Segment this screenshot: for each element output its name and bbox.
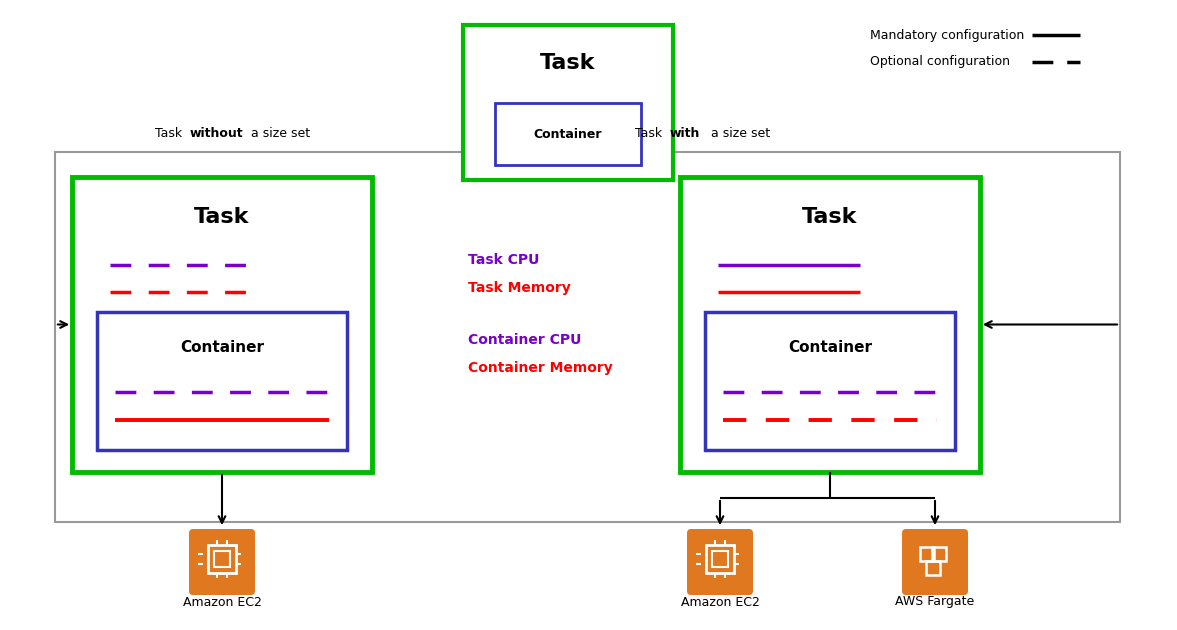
Text: a size set: a size set — [707, 127, 770, 140]
Bar — [926, 561, 940, 575]
FancyBboxPatch shape — [902, 529, 967, 595]
Text: a size set: a size set — [247, 127, 310, 140]
Bar — [55, 152, 1121, 522]
Text: Mandatory configuration: Mandatory configuration — [870, 28, 1024, 42]
FancyBboxPatch shape — [687, 529, 753, 595]
Text: with: with — [670, 127, 700, 140]
Text: Task: Task — [636, 127, 666, 140]
Text: Task: Task — [155, 127, 186, 140]
Bar — [72, 177, 372, 472]
Text: without: without — [189, 127, 244, 140]
Bar — [680, 177, 980, 472]
Text: AWS Fargate: AWS Fargate — [896, 595, 975, 609]
Bar — [920, 547, 935, 561]
Bar — [496, 103, 641, 165]
Text: Task CPU: Task CPU — [468, 253, 539, 267]
Bar — [214, 551, 230, 566]
Text: Optional configuration: Optional configuration — [870, 55, 1010, 69]
Text: Amazon EC2: Amazon EC2 — [182, 595, 261, 609]
Bar — [463, 25, 673, 180]
Text: Task Memory: Task Memory — [468, 281, 571, 295]
Text: Container: Container — [180, 340, 264, 355]
Bar — [208, 545, 235, 573]
Text: Container CPU: Container CPU — [468, 333, 581, 347]
Bar — [932, 547, 946, 561]
Text: Container: Container — [533, 127, 603, 140]
Text: Task: Task — [540, 53, 596, 73]
Text: Task: Task — [194, 207, 250, 227]
Bar — [705, 312, 955, 450]
Text: Container Memory: Container Memory — [468, 361, 613, 375]
FancyBboxPatch shape — [189, 529, 255, 595]
Text: Task: Task — [803, 207, 858, 227]
Bar — [712, 551, 727, 566]
Text: Amazon EC2: Amazon EC2 — [680, 595, 759, 609]
Bar — [97, 312, 347, 450]
Bar — [706, 545, 734, 573]
Text: Container: Container — [787, 340, 872, 355]
